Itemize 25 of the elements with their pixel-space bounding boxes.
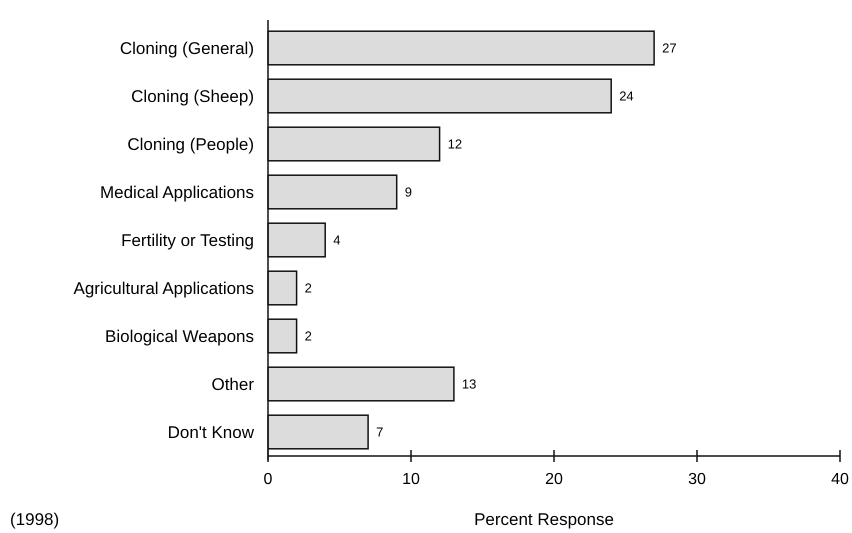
x-tick-label: 0 [264, 471, 273, 488]
data-label: 13 [462, 376, 476, 392]
y-tick-label: Don't Know [168, 422, 255, 442]
x-axis-title: Percent Response [474, 510, 614, 529]
x-tick-label: 30 [688, 471, 706, 488]
y-tick-label: Agricultural Applications [74, 278, 254, 298]
y-tick-label: Medical Applications [100, 182, 254, 202]
y-tick-label: Cloning (People) [127, 134, 254, 154]
y-tick-label: Other [211, 374, 254, 394]
data-label: 27 [662, 40, 677, 56]
x-tick-label: 40 [831, 471, 849, 488]
data-label: 7 [376, 424, 384, 440]
data-label: 12 [448, 136, 462, 152]
data-label: 24 [619, 88, 634, 104]
text: (1998) [10, 510, 60, 529]
y-tick-label: Biological Weapons [105, 326, 254, 346]
x-tick-label: 10 [402, 471, 420, 488]
y-tick-label: Cloning (Sheep) [131, 86, 254, 106]
data-label: 9 [404, 184, 412, 200]
x-tick-label: 20 [545, 471, 563, 488]
data-label: 4 [333, 232, 340, 248]
y-tick-label: Fertility or Testing [121, 230, 254, 250]
y-tick-label: Cloning (General) [120, 38, 254, 58]
data-label: 2 [304, 280, 312, 296]
data-label: 2 [304, 328, 312, 344]
